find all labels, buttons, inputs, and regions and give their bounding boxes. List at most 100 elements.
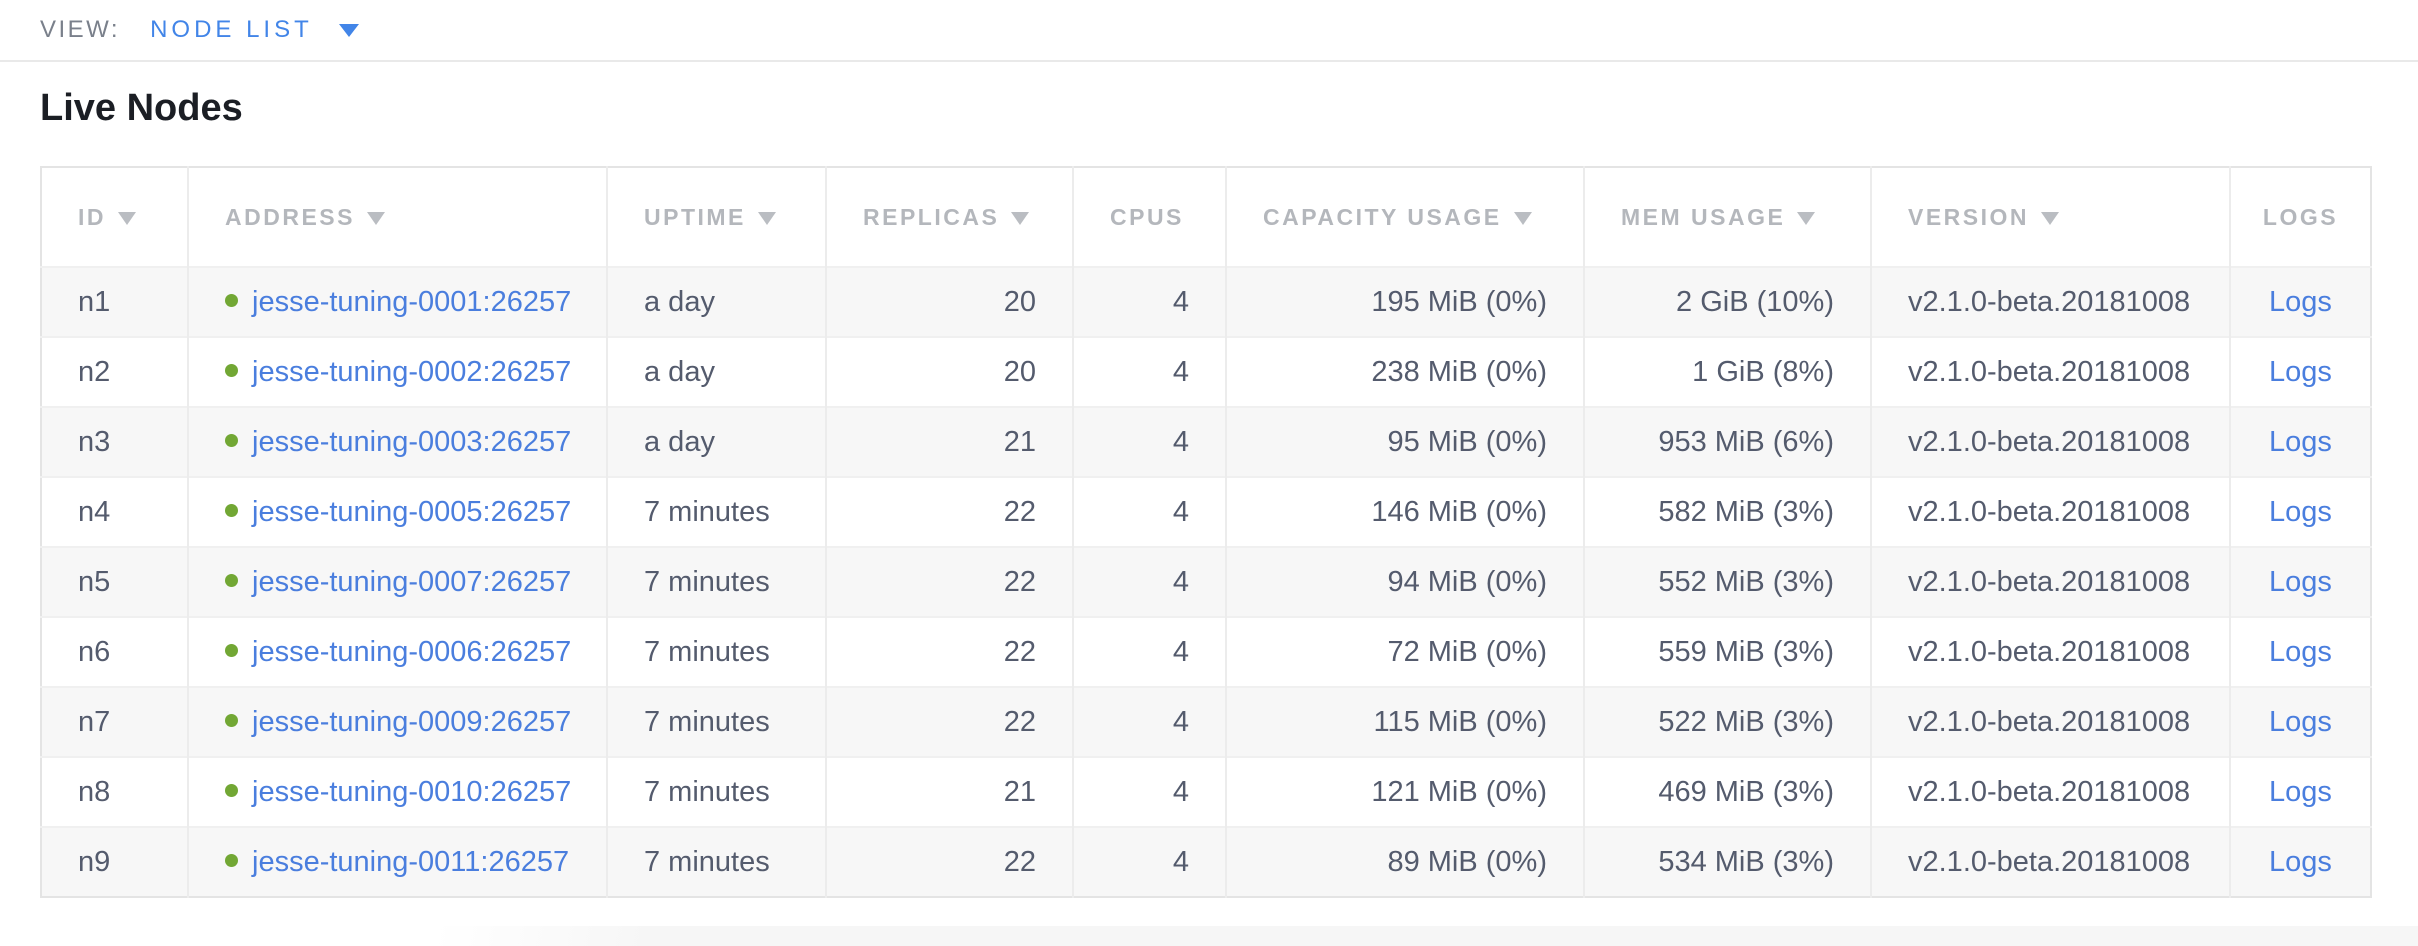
uptime-cell: 7 minutes [606,617,826,687]
view-selector[interactable]: NODE LIST [150,16,313,43]
logs-link[interactable]: Logs [2269,355,2332,388]
cpus-cell: 4 [1072,407,1226,477]
mem-usage-cell: 582 MiB (3%) [1583,477,1871,547]
node-status-dot-icon [225,574,238,588]
node-id-cell: n3 [78,425,111,458]
mem-usage-cell: 534 MiB (3%) [1583,827,1871,897]
uptime-cell: a day [606,267,826,337]
logs-link[interactable]: Logs [2269,775,2332,808]
mem-usage-cell: 559 MiB (3%) [1583,617,1871,687]
node-id-cell: n6 [78,635,111,668]
table-row: n4 jesse-tuning-0005:26257 7 minutes 22 … [41,477,2371,547]
node-address-cell: jesse-tuning-0003:26257 [187,407,607,477]
cpus-cell: 4 [1072,267,1226,337]
logs-cell: Logs [2229,617,2371,687]
uptime-cell: 7 minutes [606,687,826,757]
node-address-link[interactable]: jesse-tuning-0002:26257 [252,355,572,388]
node-id-cell: n7 [78,705,111,738]
node-id-cell: n4 [78,495,111,528]
table-row: n9 jesse-tuning-0011:26257 7 minutes 22 … [41,827,2371,897]
logs-link[interactable]: Logs [2269,705,2332,738]
logs-link[interactable]: Logs [2269,495,2332,528]
node-address-link[interactable]: jesse-tuning-0003:26257 [252,425,572,458]
version-cell: v2.1.0-beta.20181008 [1870,267,2230,337]
node-address-cell: jesse-tuning-0001:26257 [187,267,607,337]
node-address-cell: jesse-tuning-0011:26257 [187,827,607,897]
column-header-mem-usage[interactable]: MEM USAGE [1583,167,1871,267]
cpus-cell: 4 [1072,827,1226,897]
node-status-dot-icon [225,644,238,658]
logs-cell: Logs [2229,547,2371,617]
table-row: n2 jesse-tuning-0002:26257 a day 20 4 23… [41,337,2371,407]
capacity-usage-cell: 238 MiB (0%) [1225,337,1584,407]
node-address-cell: jesse-tuning-0009:26257 [187,687,607,757]
logs-link[interactable]: Logs [2269,565,2332,598]
capacity-usage-cell: 115 MiB (0%) [1225,687,1584,757]
mem-usage-cell: 522 MiB (3%) [1583,687,1871,757]
replicas-cell: 20 [825,267,1073,337]
logs-link[interactable]: Logs [2269,635,2332,668]
live-nodes-table: ID ADDRESS UPTIME REPLICAS CPUS CAPACITY… [40,166,2372,898]
column-header-capacity-usage[interactable]: CAPACITY USAGE [1225,167,1584,267]
version-cell: v2.1.0-beta.20181008 [1870,617,2230,687]
mem-usage-cell: 1 GiB (8%) [1583,337,1871,407]
version-cell: v2.1.0-beta.20181008 [1870,477,2230,547]
sort-desc-icon [1513,211,1532,225]
logs-cell: Logs [2229,407,2371,477]
column-header-cpus: CPUS [1072,167,1226,267]
cpus-cell: 4 [1072,547,1226,617]
node-address-link[interactable]: jesse-tuning-0009:26257 [252,705,572,738]
logs-cell: Logs [2229,267,2371,337]
logs-link[interactable]: Logs [2269,285,2332,318]
capacity-usage-cell: 146 MiB (0%) [1225,477,1584,547]
node-id-cell: n2 [78,355,111,388]
table-header-row: ID ADDRESS UPTIME REPLICAS CPUS CAPACITY… [41,167,2371,267]
node-address-link[interactable]: jesse-tuning-0010:26257 [252,775,572,808]
column-header-address[interactable]: ADDRESS [187,167,607,267]
table-row: n3 jesse-tuning-0003:26257 a day 21 4 95… [41,407,2371,477]
capacity-usage-cell: 89 MiB (0%) [1225,827,1584,897]
capacity-usage-cell: 72 MiB (0%) [1225,617,1584,687]
cpus-cell: 4 [1072,337,1226,407]
node-id-cell: n9 [78,845,111,878]
node-status-dot-icon [225,784,238,798]
cpus-cell: 4 [1072,687,1226,757]
node-address-link[interactable]: jesse-tuning-0001:26257 [252,285,572,318]
column-header-version[interactable]: VERSION [1870,167,2230,267]
logs-cell: Logs [2229,337,2371,407]
node-status-dot-icon [225,294,238,308]
column-header-uptime[interactable]: UPTIME [606,167,826,267]
view-bar: VIEW: NODE LIST [0,0,2418,62]
node-address-cell: jesse-tuning-0007:26257 [187,547,607,617]
next-section-edge [0,926,2418,946]
node-address-link[interactable]: jesse-tuning-0005:26257 [252,495,572,528]
version-cell: v2.1.0-beta.20181008 [1870,757,2230,827]
uptime-cell: 7 minutes [606,547,826,617]
sort-desc-icon [757,211,776,225]
node-address-link[interactable]: jesse-tuning-0007:26257 [252,565,572,598]
sort-desc-icon [366,211,385,225]
logs-link[interactable]: Logs [2269,425,2332,458]
dropdown-caret-icon[interactable] [338,23,359,37]
column-header-logs: LOGS [2229,167,2371,267]
table-row: n1 jesse-tuning-0001:26257 a day 20 4 19… [41,267,2371,337]
version-cell: v2.1.0-beta.20181008 [1870,337,2230,407]
table-row: n5 jesse-tuning-0007:26257 7 minutes 22 … [41,547,2371,617]
replicas-cell: 22 [825,687,1073,757]
mem-usage-cell: 469 MiB (3%) [1583,757,1871,827]
node-status-dot-icon [225,434,238,448]
live-nodes-table-container: ID ADDRESS UPTIME REPLICAS CPUS CAPACITY… [40,166,2372,898]
node-address-link[interactable]: jesse-tuning-0006:26257 [252,635,572,668]
uptime-cell: a day [606,407,826,477]
logs-link[interactable]: Logs [2269,845,2332,878]
node-id-cell: n5 [78,565,111,598]
capacity-usage-cell: 121 MiB (0%) [1225,757,1584,827]
logs-cell: Logs [2229,757,2371,827]
replicas-cell: 21 [825,757,1073,827]
cpus-cell: 4 [1072,477,1226,547]
capacity-usage-cell: 95 MiB (0%) [1225,407,1584,477]
version-cell: v2.1.0-beta.20181008 [1870,687,2230,757]
node-address-link[interactable]: jesse-tuning-0011:26257 [252,845,570,878]
column-header-replicas[interactable]: REPLICAS [825,167,1073,267]
column-header-id[interactable]: ID [41,167,188,267]
